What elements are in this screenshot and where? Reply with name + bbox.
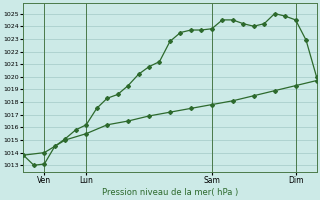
- X-axis label: Pression niveau de la mer( hPa ): Pression niveau de la mer( hPa ): [102, 188, 238, 197]
